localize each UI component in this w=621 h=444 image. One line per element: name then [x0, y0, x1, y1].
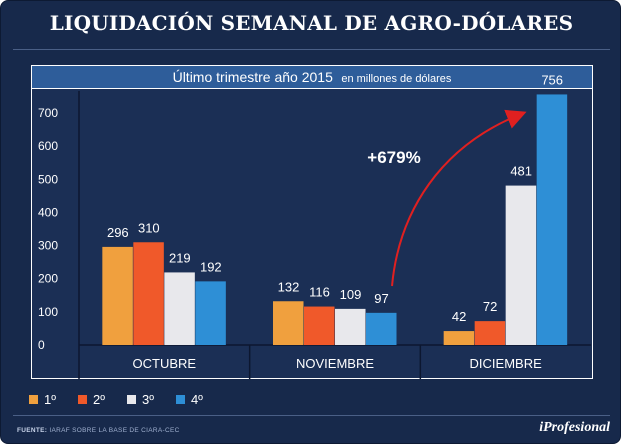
chart-header-bar	[32, 66, 592, 88]
bar-value-label: 72	[483, 299, 497, 314]
bar-value-label: 219	[169, 250, 191, 265]
page-title: LIQUIDACIÓN SEMANAL DE AGRO-DÓLARES	[49, 11, 574, 35]
bar	[335, 308, 366, 345]
legend-label-2: 2º	[92, 391, 105, 407]
bar-value-label: 310	[138, 220, 160, 235]
bar	[195, 281, 226, 345]
legend-swatch-2	[77, 394, 87, 404]
bar-value-label: 132	[278, 279, 300, 294]
source-note: FUENTE: IARAF SOBRE LA BASE DE CIARA-CEC	[17, 427, 180, 434]
bar	[102, 246, 133, 345]
growth-arrow	[391, 109, 527, 287]
y-tick-label: 500	[38, 172, 58, 186]
bar-value-label: 97	[374, 291, 388, 306]
legend-item: 2º	[77, 391, 105, 407]
bar	[505, 185, 537, 345]
bar-value-label: 756	[541, 72, 563, 87]
y-tick-label: 600	[38, 139, 58, 153]
bar	[536, 94, 568, 345]
y-tick-label: 300	[38, 239, 58, 253]
chart-header-text: Último trimestre año 2015 en millones de…	[173, 69, 452, 86]
bar-value-label: 481	[510, 164, 532, 179]
bar-value-label: 116	[309, 285, 330, 300]
bar-value-label: 42	[452, 309, 466, 324]
x-tick-label: OCTUBRE	[133, 356, 197, 371]
legend-item: 1º	[29, 392, 56, 407]
source-label: FUENTE:	[17, 427, 48, 434]
legend-label-1: 1º	[44, 391, 56, 407]
chart-title: Último trimestre año 2015	[173, 69, 334, 85]
bar	[366, 312, 397, 345]
legend: 1º 2º 3º 4º	[29, 391, 225, 407]
bar-value-label: 192	[200, 259, 222, 274]
title-divider	[13, 49, 610, 50]
bar	[164, 272, 195, 345]
y-tick-label: 700	[38, 106, 58, 120]
brand-logo: iProfesional	[539, 420, 610, 435]
legend-item: 4º	[175, 391, 203, 407]
bar	[443, 331, 475, 345]
legend-swatch-1	[29, 394, 38, 404]
y-tick-label: 0	[38, 338, 45, 352]
x-tick-label: NOVIEMBRE	[296, 356, 374, 371]
y-tick-label: 200	[38, 272, 58, 286]
plot-layer: 0 100 200 300 400 500 600 700 296 310 219 192 OCTUBR…	[38, 72, 591, 379]
annotation-label: +679%	[367, 148, 420, 167]
bar	[304, 306, 335, 345]
legend-swatch-4	[175, 394, 185, 404]
footer-divider	[13, 415, 610, 416]
chart-subtitle: en millones de dólares	[341, 73, 452, 85]
bar	[474, 321, 506, 345]
y-tick-label: 400	[38, 205, 58, 219]
legend-item: 3º	[126, 391, 154, 407]
y-tick-label: 100	[38, 305, 58, 319]
source-text: IARAF SOBRE LA BASE DE CIARA-CEC	[49, 427, 180, 434]
bar-value-label: 109	[340, 287, 362, 302]
bar	[273, 301, 304, 345]
legend-label-3: 3º	[141, 391, 154, 407]
legend-label-4: 4º	[190, 391, 203, 407]
legend-swatch-3	[126, 394, 136, 404]
bar	[133, 242, 164, 345]
x-tick-label: DICIEMBRE	[470, 356, 543, 371]
bar-value-label: 296	[107, 225, 129, 240]
